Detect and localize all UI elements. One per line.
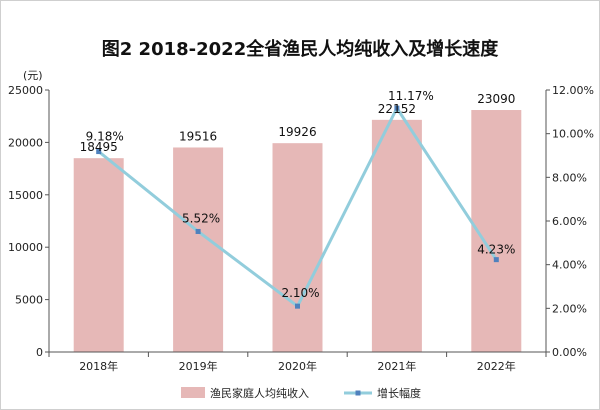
bar-value-label-4: 23090	[477, 92, 515, 106]
y-left-tick-label-5: 25000	[8, 84, 43, 97]
bar-3	[371, 119, 422, 352]
bar-4	[471, 110, 522, 352]
legend-swatch-income	[181, 387, 205, 398]
growth-point-4	[493, 257, 499, 263]
y-right-tick-label-4: 8.00%	[552, 171, 587, 184]
y-left-tick-label-4: 20000	[8, 136, 43, 149]
y-left-tick-label-3: 15000	[8, 189, 43, 202]
y-left-tick-label-1: 5000	[15, 294, 43, 307]
growth-value-label-2: 2.10%	[281, 286, 319, 300]
y-right-tick-label-0: 0.00%	[552, 346, 587, 359]
y-left-tick-label-0: 0	[36, 346, 43, 359]
growth-point-1	[195, 228, 201, 234]
chart-title: 图2 2018-2022全省渔民人均纯收入及增长速度	[102, 38, 499, 60]
bar-1	[173, 147, 224, 352]
growth-point-2	[295, 303, 300, 309]
x-tick-label-2: 2020年	[278, 359, 317, 373]
growth-value-label-1: 5.52%	[182, 211, 220, 225]
x-tick-label-3: 2021年	[377, 359, 416, 373]
bar-value-label-2: 19926	[278, 125, 316, 139]
growth-point-3	[394, 105, 400, 111]
x-tick-label-4: 2022年	[477, 359, 516, 373]
y-right-tick-label-3: 6.00%	[552, 215, 587, 228]
growth-value-label-3: 11.17%	[388, 89, 434, 103]
bar-0	[73, 158, 124, 352]
y-right-tick-label-2: 4.00%	[552, 259, 587, 272]
left-axis-unit: (元)	[23, 69, 43, 82]
y-right-tick-label-5: 10.00%	[552, 128, 594, 141]
bar-value-label-0: 18495	[80, 140, 118, 154]
bar-value-label-1: 19516	[179, 129, 217, 143]
x-tick-label-0: 2018年	[79, 359, 118, 373]
growth-value-label-4: 4.23%	[477, 243, 515, 257]
growth-point-0	[96, 149, 102, 155]
legend-label-growth: 增长幅度	[377, 386, 421, 400]
y-right-tick-label-1: 2.00%	[552, 302, 587, 315]
legend-label-income: 渔民家庭人均纯收入	[210, 386, 309, 400]
y-left-tick-label-2: 10000	[8, 241, 43, 254]
y-right-tick-label-6: 12.00%	[552, 84, 594, 97]
bar-value-label-3: 22152	[378, 102, 416, 116]
legend-marker-growth	[355, 390, 361, 396]
bar-2	[272, 143, 323, 352]
x-tick-label-1: 2019年	[179, 359, 218, 373]
growth-value-label-0: 9.18%	[86, 130, 124, 144]
